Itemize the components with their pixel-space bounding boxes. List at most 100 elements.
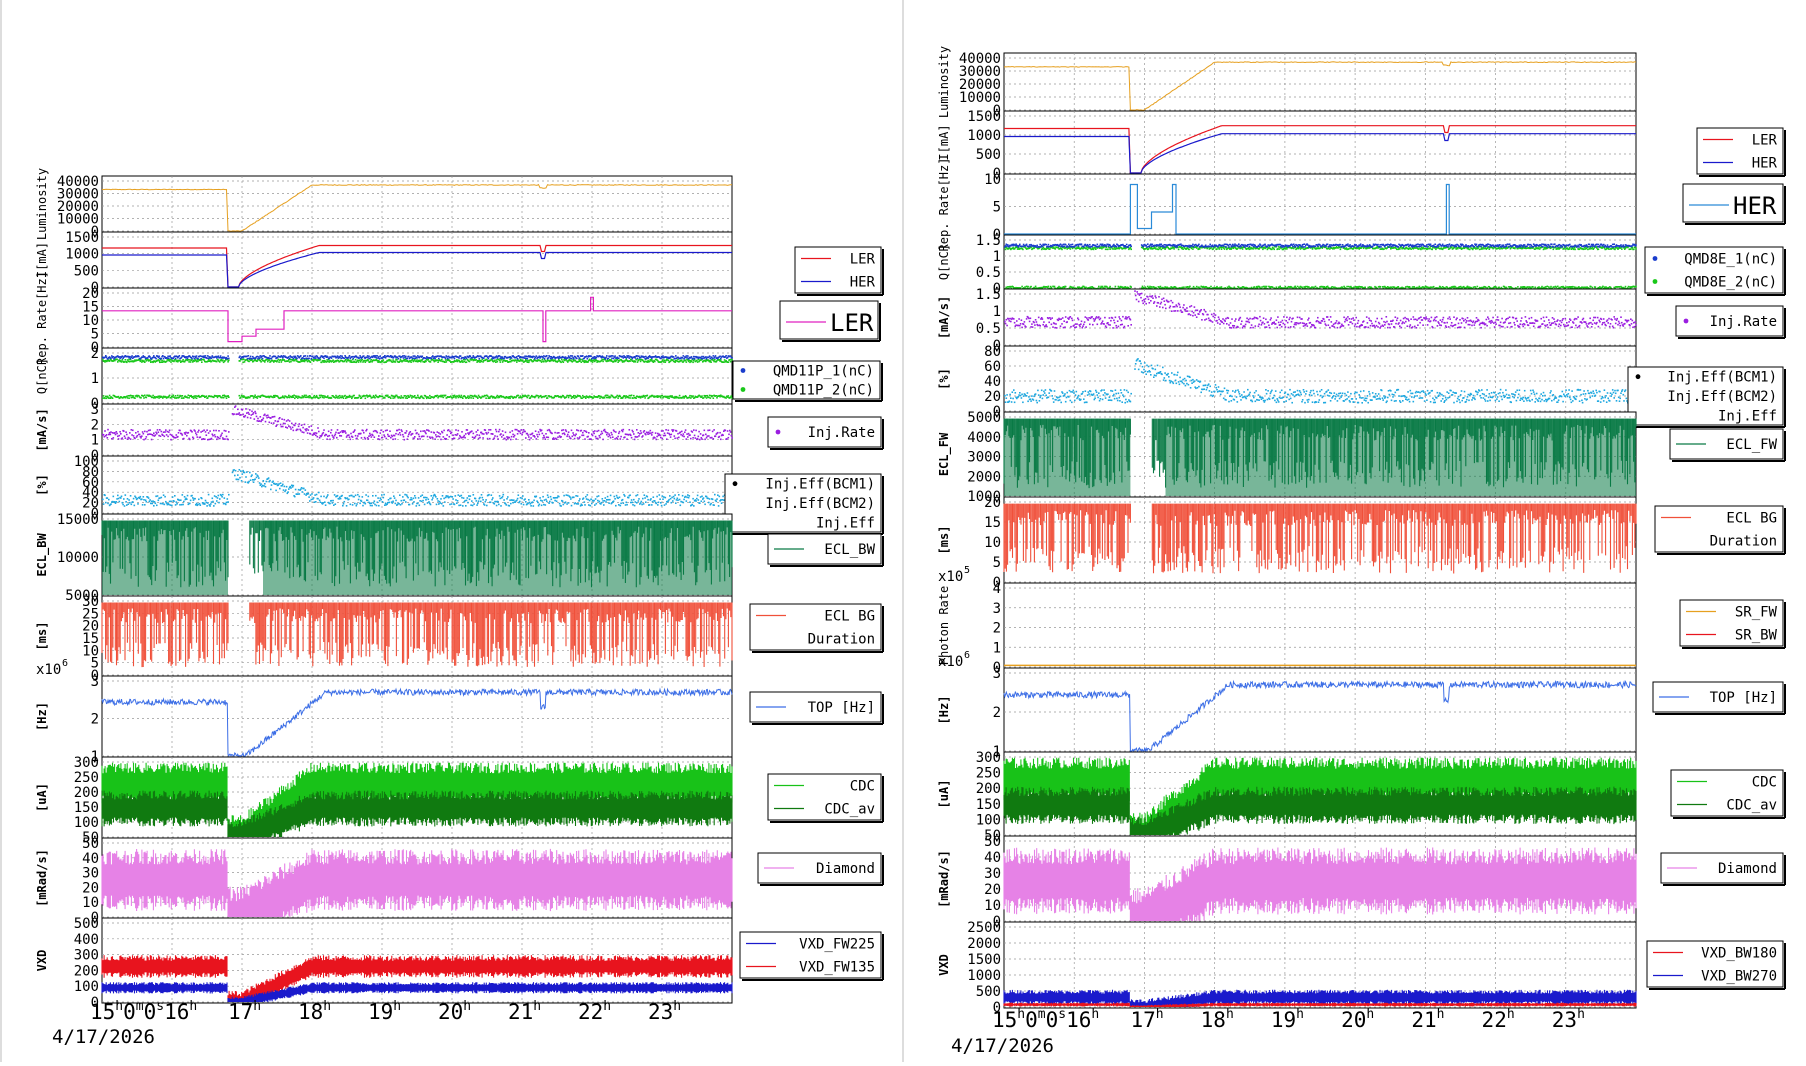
charge-point <box>105 396 107 398</box>
charge-point <box>321 362 323 364</box>
charge-point <box>1045 248 1047 250</box>
inj-rate-point <box>371 436 373 438</box>
inj-rate-point <box>428 430 430 432</box>
inj-rate-point <box>434 432 436 434</box>
charge-point <box>686 361 688 363</box>
charge-point <box>337 355 339 357</box>
inj-eff-point <box>596 496 598 498</box>
inj-rate-point <box>657 433 659 435</box>
inj-eff-point <box>204 503 206 505</box>
inj-rate-point <box>248 413 250 415</box>
charge-point <box>191 395 193 397</box>
inj-rate-point <box>206 434 208 436</box>
panel-frame <box>1004 235 1636 289</box>
inj-eff-point <box>578 500 580 502</box>
inj-eff-point <box>530 503 532 505</box>
charge-point <box>102 397 104 399</box>
charge-point <box>207 361 209 363</box>
inj-eff-point <box>575 502 577 504</box>
inj-eff-point <box>692 498 694 500</box>
inj-eff-point <box>525 501 527 503</box>
charge-point <box>472 357 474 359</box>
inj-rate-point <box>711 437 713 439</box>
inj-rate-point <box>314 434 316 436</box>
inj-rate-point <box>330 432 332 434</box>
inj-eff-point <box>228 494 230 496</box>
inj-rate-point <box>542 437 544 439</box>
inj-rate-point <box>211 438 213 440</box>
inj-eff-point <box>197 504 199 506</box>
inj-eff-point <box>470 504 472 506</box>
charge-point <box>692 358 694 360</box>
inj-rate-point <box>512 434 514 436</box>
charge-point <box>338 396 340 398</box>
inj-rate-point <box>511 436 513 438</box>
charge-point <box>111 355 113 357</box>
charge-point <box>242 362 244 364</box>
inj-rate-point <box>464 437 466 439</box>
inj-rate-point <box>650 432 652 434</box>
charge-point <box>326 361 328 363</box>
inj-rate-point <box>673 429 675 431</box>
charge-point <box>109 395 111 397</box>
charge-point <box>396 359 398 361</box>
inj-rate-point <box>527 434 529 436</box>
charge-point <box>613 358 615 360</box>
charge-point <box>628 397 630 399</box>
charge-point <box>345 359 347 361</box>
inj-eff-point <box>634 505 636 507</box>
charge-point <box>438 358 440 360</box>
inj-eff-point <box>562 500 564 502</box>
inj-rate-point <box>483 433 485 435</box>
inj-rate-point <box>301 424 303 426</box>
inj-eff-point <box>580 505 582 507</box>
inj-eff-point <box>137 503 139 505</box>
inj-rate-point <box>525 437 527 439</box>
charge-point <box>408 356 410 358</box>
charge-point <box>387 395 389 397</box>
inj-rate-point <box>645 434 647 436</box>
inj-rate-point <box>257 420 259 422</box>
inj-eff-point <box>221 495 223 497</box>
inj-rate-point <box>366 429 368 431</box>
inj-rate-point <box>278 421 280 423</box>
inj-rate-point <box>617 436 619 438</box>
inj-eff-point <box>206 505 208 507</box>
charge-point <box>1237 248 1239 250</box>
charge-point <box>228 396 230 398</box>
inj-rate-point <box>369 433 371 435</box>
inj-rate-point <box>150 433 152 435</box>
inj-rate-point <box>295 423 297 425</box>
charge-point <box>103 395 105 397</box>
charge-point <box>710 361 712 363</box>
inj-rate-point <box>294 425 296 427</box>
inj-rate-point <box>316 432 318 434</box>
inj-rate-point <box>110 431 112 433</box>
charge-point <box>314 357 316 359</box>
inj-eff-point <box>163 494 165 496</box>
inj-rate-point <box>306 428 308 430</box>
inj-rate-point <box>455 434 457 436</box>
inj-rate-point <box>311 430 313 432</box>
charge-point <box>393 395 395 397</box>
inj-rate-point <box>535 430 537 432</box>
x-tick-unit: h <box>323 999 331 1014</box>
inj-eff-point <box>225 504 227 506</box>
inj-eff-point <box>588 504 590 506</box>
charge-point <box>319 395 321 397</box>
charge-point <box>437 361 439 363</box>
charge-point <box>419 360 421 362</box>
inj-rate-point <box>116 431 118 433</box>
inj-rate-point <box>129 432 131 434</box>
charge-point <box>260 396 262 398</box>
charge-point <box>479 358 481 360</box>
inj-eff-point <box>573 497 575 499</box>
charge-point <box>133 395 135 397</box>
inj-rate-point <box>639 433 641 435</box>
inj-eff-point <box>670 498 672 500</box>
charge-point <box>289 361 291 363</box>
inj-eff-point <box>404 499 406 501</box>
inj-eff-point <box>120 497 122 499</box>
legend-label: Duration <box>808 632 875 648</box>
charge-point <box>307 355 309 357</box>
